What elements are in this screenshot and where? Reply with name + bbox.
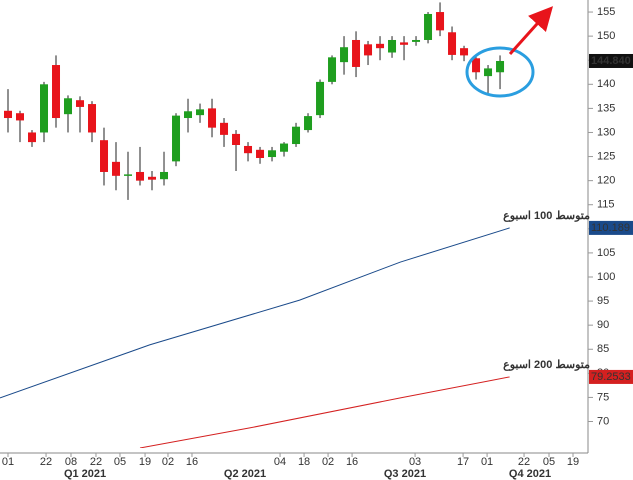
- candle-body: [448, 32, 457, 55]
- x-tick-label: 02: [322, 456, 334, 468]
- last-value-tag: [589, 369, 633, 384]
- y-tick-label: 115: [597, 199, 615, 211]
- y-tick-label: 120: [597, 175, 615, 187]
- candle-body: [280, 143, 289, 152]
- x-tick-label: 05: [114, 456, 126, 468]
- series-label: متوسط 100 اسبوع: [503, 210, 590, 222]
- candle-body: [148, 176, 157, 180]
- x-tick-label: 04: [274, 456, 286, 468]
- candle-body: [52, 65, 61, 119]
- candle-body: [4, 110, 13, 119]
- candle-body: [172, 115, 181, 162]
- candle-body: [16, 113, 25, 121]
- plot-area: [0, 2, 510, 448]
- last-price-label: 144.840: [591, 55, 631, 67]
- candle-body: [100, 140, 109, 172]
- candle-body: [244, 145, 253, 154]
- candle-body: [256, 149, 265, 159]
- x-tick-label: 01: [2, 456, 14, 468]
- candle-body: [316, 81, 325, 116]
- candle-body: [352, 39, 361, 67]
- y-tick-label: 140: [597, 78, 615, 90]
- candle-body: [364, 44, 373, 56]
- y-tick-label: 70: [597, 415, 609, 427]
- y-tick-label: 85: [597, 343, 609, 355]
- y-tick-label: 100: [597, 271, 615, 283]
- candle-body: [64, 98, 73, 115]
- candle-body: [184, 111, 193, 119]
- last-price-tag: [589, 53, 633, 68]
- candle-body: [412, 39, 421, 42]
- candle-body: [124, 174, 133, 176]
- x-tick-label: 02: [162, 456, 174, 468]
- candle-body: [388, 39, 397, 53]
- y-tick-label: 95: [597, 295, 609, 307]
- arrow: [508, 6, 554, 56]
- y-tick-label: 90: [597, 319, 609, 331]
- candle-body: [292, 126, 301, 145]
- x-tick-label: 17: [457, 456, 469, 468]
- y-tick-label: 75: [597, 391, 609, 403]
- x-tick-label: 03: [409, 456, 421, 468]
- y-tick-label: 150: [597, 30, 615, 42]
- candle-body: [196, 109, 205, 116]
- candle-body: [232, 133, 241, 145]
- candle-body: [88, 104, 97, 133]
- x-tick-label: 16: [186, 456, 198, 468]
- x-tick-label: 19: [567, 456, 579, 468]
- candle-body: [400, 42, 409, 45]
- candle-body: [76, 100, 85, 107]
- x-tick-label: 08: [65, 456, 77, 468]
- candle-body: [136, 171, 145, 181]
- candle-body: [436, 12, 445, 31]
- quarter-label: Q4 2021: [509, 468, 551, 480]
- x-tick-label: 05: [543, 456, 555, 468]
- candle-body: [472, 58, 481, 73]
- candle-body: [208, 108, 217, 128]
- candle-body: [328, 57, 337, 82]
- candle-body: [40, 84, 49, 133]
- y-tick-label: 155: [597, 6, 615, 18]
- candle-body: [112, 161, 121, 176]
- candle-body: [160, 171, 169, 180]
- y-tick-label: 125: [597, 150, 615, 162]
- x-tick-label: 22: [40, 456, 52, 468]
- x-tick-label: 19: [139, 456, 151, 468]
- candle-body: [220, 122, 229, 135]
- x-tick-label: 22: [90, 456, 102, 468]
- candle-body: [304, 116, 313, 131]
- candle-body: [376, 43, 385, 49]
- moving-average-line: [139, 376, 510, 448]
- candle-body: [28, 132, 37, 143]
- x-tick-label: 01: [481, 456, 493, 468]
- last-value-label: 79.2533: [591, 371, 631, 383]
- x-tick-label: 16: [346, 456, 358, 468]
- moving-average-line: [0, 227, 510, 399]
- x-tick-label: 22: [518, 456, 530, 468]
- series-label: متوسط 200 اسبوع: [503, 359, 590, 371]
- quarter-label: Q2 2021: [224, 468, 266, 480]
- quarter-label: Q3 2021: [384, 468, 426, 480]
- candle-body: [424, 13, 433, 40]
- y-tick-label: 130: [597, 126, 615, 138]
- x-tick-label: 18: [298, 456, 310, 468]
- y-tick-label: 135: [597, 102, 615, 114]
- candle-body: [496, 60, 505, 73]
- candle-body: [268, 150, 277, 158]
- quarter-label: Q1 2021: [64, 468, 106, 480]
- candle-body: [484, 68, 493, 77]
- last-value-tag: [589, 220, 633, 235]
- highlight-circle: [465, 46, 535, 98]
- candle-body: [340, 47, 349, 63]
- y-tick-label: 105: [597, 247, 615, 259]
- last-value-label: 110.189: [591, 222, 630, 234]
- candle-body: [460, 48, 469, 56]
